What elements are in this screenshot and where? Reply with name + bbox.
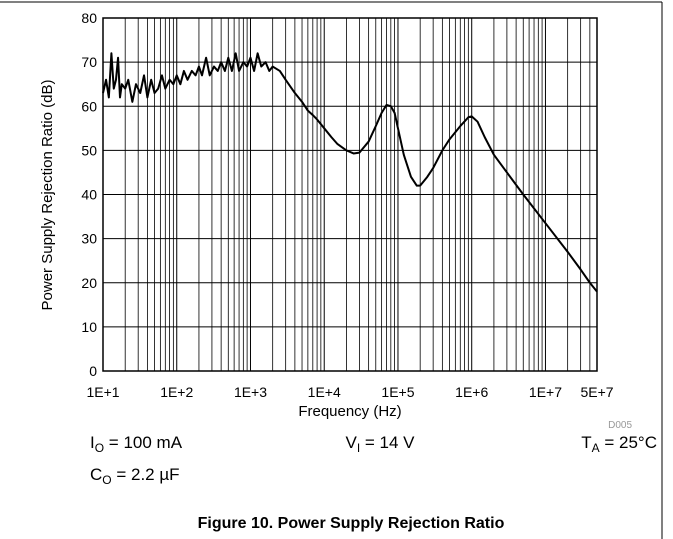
ann-rest: = 2.2 µF [112,465,180,484]
ann-rest: = 25°C [600,433,657,452]
annotation: VI = 14 V [345,433,415,455]
y-tick-label: 20 [81,275,97,291]
x-tick-label: 1E+6 [455,384,488,400]
y-tick-label: 30 [81,231,97,247]
ann-main: V [345,433,357,452]
y-tick-label: 40 [81,187,97,203]
y-tick-label: 80 [81,10,97,26]
y-tick-label: 70 [81,54,97,70]
figure-code: D005 [608,420,632,431]
ann-sub: I [357,441,360,455]
annotation: CO = 2.2 µF [90,465,180,487]
y-tick-label: 60 [81,98,97,114]
y-tick-label: 50 [81,142,97,158]
x-tick-label: 1E+1 [86,384,119,400]
plot-border [102,17,598,372]
ann-sub: O [102,473,111,487]
ann-main: C [90,465,102,484]
ann-main: T [581,433,591,452]
x-tick-label: 1E+5 [381,384,414,400]
x-tick-label: 1E+4 [308,384,341,400]
ann-main: I [90,433,95,452]
annotation: IO = 100 mA [90,433,183,455]
x-tick-label: 1E+2 [160,384,193,400]
x-tick-label: 1E+7 [529,384,562,400]
y-tick-label: 10 [81,319,97,335]
x-tick-label: 1E+3 [234,384,267,400]
figure-title: Figure 10. Power Supply Rejection Ratio [198,515,505,532]
y-tick-label: 0 [89,363,97,379]
line-series [102,52,598,293]
x-axis-label: Frequency (Hz) [298,403,401,420]
ann-rest: = 100 mA [104,433,183,452]
annotation: TA = 25°C [581,433,657,455]
ann-sub: O [95,441,104,455]
x-tick-label: 5E+7 [580,384,613,400]
ann-sub: A [592,441,600,455]
ann-rest: = 14 V [360,433,415,452]
y-axis-label: Power Supply Rejection Ratio (dB) [39,80,56,311]
